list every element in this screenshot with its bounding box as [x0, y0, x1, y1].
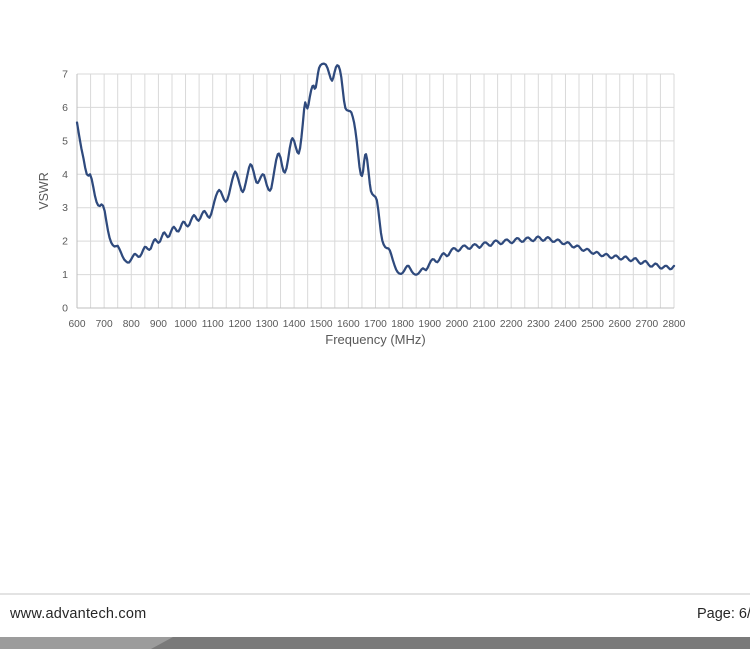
y-tick-label: 3 [62, 202, 68, 214]
y-tick-label: 7 [62, 69, 68, 81]
vswr-series-line [75, 62, 676, 276]
x-tick-label: 800 [123, 319, 140, 330]
footer-accent-bar-light-segment [0, 637, 173, 649]
x-tick-label: 1900 [418, 319, 441, 330]
x-tick-label: 1700 [364, 319, 387, 330]
x-tick-label: 2100 [473, 319, 496, 330]
x-tick-label: 600 [69, 319, 86, 330]
x-tick-label: 2200 [500, 319, 523, 330]
footer-divider [0, 593, 750, 595]
x-tick-label: 2300 [527, 319, 550, 330]
x-tick-label: 1100 [202, 319, 224, 330]
x-tick-label: 2800 [663, 319, 686, 330]
y-tick-label: 0 [62, 303, 68, 315]
footer-page-number: Page: 6/ [697, 606, 750, 622]
x-tick-label: 1600 [337, 319, 360, 330]
x-tick-label: 1200 [228, 319, 251, 330]
x-tick-label: 2400 [554, 319, 577, 330]
vswr-chart: 0 1 2 3 4 5 6 7 600 700 800 900 1000 1100 1200 1300 1400… [37, 62, 686, 347]
y-axis-title: VSWR [37, 172, 51, 210]
x-tick-label: 700 [96, 319, 113, 330]
x-tick-label: 900 [150, 319, 167, 330]
vswr-chart-canvas: 0 1 2 3 4 5 6 7 600 700 800 900 1000 1100 1200 1300 1400… [37, 62, 686, 347]
footer-website: www.advantech.com [10, 606, 147, 622]
y-tick-label: 2 [62, 236, 68, 248]
x-tick-label: 1000 [174, 319, 197, 330]
y-tick-label: 4 [62, 169, 68, 181]
x-tick-label: 1800 [391, 319, 414, 330]
x-tick-label: 1400 [283, 319, 306, 330]
x-axis-title: Frequency (MHz) [325, 332, 425, 347]
y-tick-label: 6 [62, 102, 68, 114]
footer-accent-bar [0, 637, 750, 649]
y-tick-label: 5 [62, 135, 68, 147]
x-tick-label: 2600 [608, 319, 631, 330]
x-tick-label: 1500 [310, 319, 333, 330]
x-tick-label: 2500 [581, 319, 604, 330]
x-tick-label: 2000 [446, 319, 469, 330]
x-tick-label: 2700 [636, 319, 659, 330]
y-tick-label: 1 [62, 269, 68, 281]
x-tick-label: 1300 [256, 319, 279, 330]
